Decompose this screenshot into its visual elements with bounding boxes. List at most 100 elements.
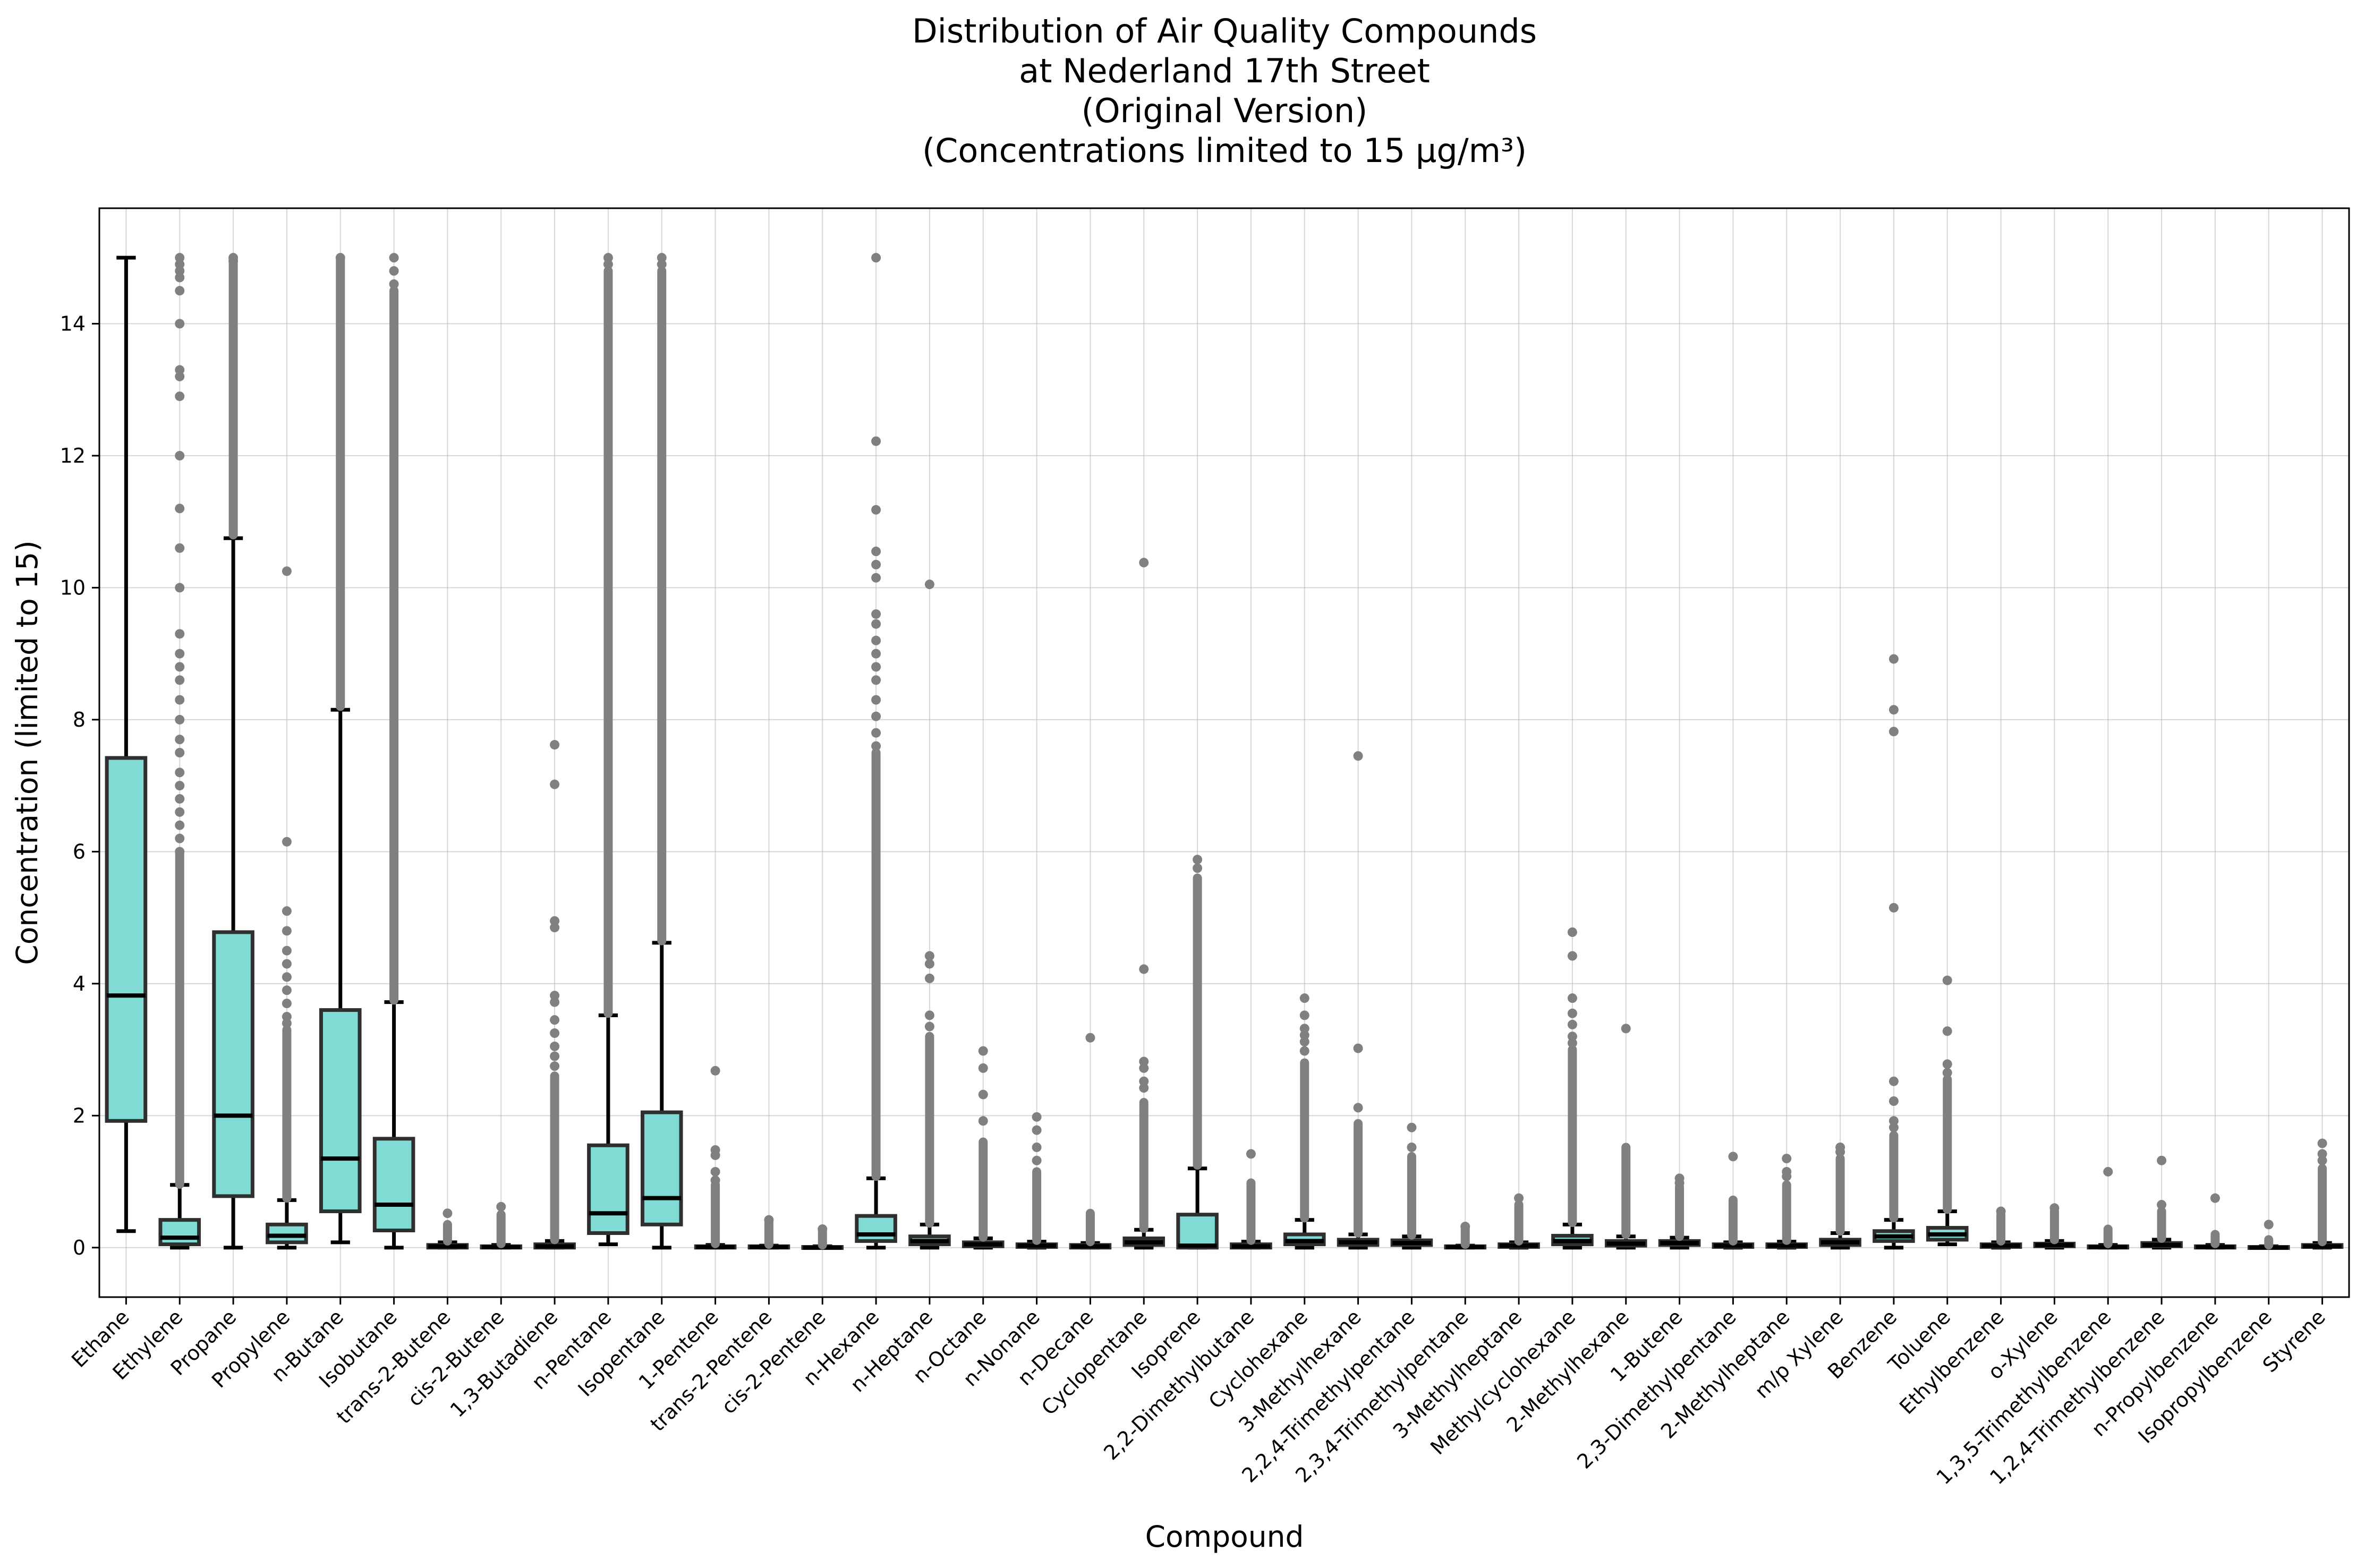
- x-axis-label: Compound: [1145, 1520, 1304, 1554]
- flier-point: [550, 991, 560, 1001]
- flier-point: [1460, 1222, 1470, 1232]
- flier-point: [871, 547, 881, 557]
- flier-point: [978, 1063, 988, 1073]
- flier-point: [924, 1010, 934, 1020]
- iqr-box: [1176, 1213, 1219, 1250]
- box-group: [1658, 1173, 1701, 1250]
- box-group: [105, 255, 148, 1233]
- box-group: [1765, 1154, 1808, 1250]
- flier-point: [871, 649, 881, 659]
- flier-point: [282, 906, 292, 916]
- flier-point: [1407, 1142, 1417, 1152]
- flier-point: [2264, 1220, 2274, 1230]
- flier-point: [175, 675, 185, 685]
- flier-point: [603, 259, 613, 269]
- flier-point: [1888, 1116, 1899, 1126]
- flier-point: [1246, 1149, 1256, 1159]
- flier-point: [1888, 1096, 1899, 1106]
- box-group: [1390, 1122, 1433, 1250]
- flier-point: [175, 649, 185, 659]
- flier-point: [871, 728, 881, 738]
- flier-point: [603, 253, 613, 263]
- box-group: [1712, 1152, 1755, 1250]
- box-group: [1176, 855, 1219, 1250]
- flier-point: [1782, 1171, 1792, 1181]
- flier-point: [175, 695, 185, 705]
- flier-point: [2317, 1138, 2327, 1148]
- flier-point: [924, 580, 934, 590]
- iqr-box: [266, 1222, 308, 1245]
- flier-point: [818, 1224, 828, 1234]
- y-tick-label: 12: [60, 444, 86, 467]
- flier-point: [282, 959, 292, 969]
- flier-point: [175, 768, 185, 778]
- flier-point: [1139, 558, 1149, 568]
- flier-point: [175, 735, 185, 745]
- flier-point: [443, 1208, 453, 1218]
- y-axis-label: Concentration (limited to 15): [10, 540, 44, 965]
- title-line-1: Distribution of Air Quality Compounds: [912, 12, 1537, 50]
- box-group: [587, 253, 629, 1247]
- flier-point: [657, 253, 667, 263]
- flier-point: [1674, 1178, 1685, 1188]
- chart-title: Distribution of Air Quality Compounds at…: [912, 12, 1537, 170]
- flier-point: [282, 926, 292, 936]
- flier-point: [710, 1175, 720, 1186]
- box-group: [158, 253, 201, 1250]
- flier-point: [175, 807, 185, 817]
- flier-point: [1942, 1059, 1952, 1069]
- axes-frame: [98, 207, 2350, 1298]
- box-group: [1604, 1024, 1647, 1250]
- flier-point: [175, 748, 185, 757]
- flier-point: [550, 1061, 560, 1071]
- flier-point: [871, 662, 881, 672]
- flier-point: [1353, 1043, 1363, 1053]
- box-group: [1444, 1222, 1487, 1250]
- flier-point: [389, 266, 399, 276]
- flier-point: [1193, 863, 1203, 873]
- flier-point: [1567, 1038, 1577, 1048]
- box-group: [426, 1208, 469, 1250]
- flier-point: [2157, 1155, 2167, 1165]
- box-group: [1551, 927, 1594, 1250]
- x-axis: EthaneEthylenePropanePropylenen-ButaneIs…: [67, 1297, 2330, 1489]
- flier-point: [389, 253, 399, 263]
- title-line-2: at Nederland 17th Street: [1019, 52, 1430, 90]
- flier-point: [175, 714, 185, 725]
- flier-point: [1514, 1193, 1524, 1203]
- flier-point: [1835, 1147, 1845, 1157]
- flier-point: [1032, 1155, 1042, 1165]
- flier-point: [871, 253, 881, 263]
- box-group: [1979, 1206, 2022, 1250]
- flier-point: [1139, 1063, 1149, 1073]
- grid-lines: [99, 208, 2349, 1297]
- box-group: [1283, 993, 1326, 1250]
- y-tick-label: 14: [60, 312, 86, 335]
- flier-point: [1032, 1142, 1042, 1152]
- flier-point: [871, 619, 881, 629]
- y-tick-label: 8: [73, 708, 86, 731]
- title-line-4: (Concentrations limited to 15 µg/m³): [922, 131, 1527, 170]
- flier-point: [1782, 1154, 1792, 1164]
- flier-point: [1888, 727, 1899, 737]
- flier-point: [282, 972, 292, 982]
- flier-point: [550, 740, 560, 750]
- flier-point: [282, 945, 292, 956]
- flier-point: [175, 543, 185, 553]
- flier-point: [871, 505, 881, 515]
- flier-point: [175, 259, 185, 269]
- box-group: [694, 1066, 737, 1250]
- flier-point: [871, 436, 881, 446]
- flier-point: [2157, 1200, 2167, 1210]
- box-group: [1873, 654, 1915, 1250]
- flier-point: [871, 635, 881, 645]
- flier-point: [228, 256, 239, 266]
- box-group: [2140, 1155, 2183, 1250]
- flier-point: [1888, 654, 1899, 664]
- box-group: [640, 253, 683, 1250]
- iqr-box: [212, 930, 254, 1198]
- box-group: [1337, 751, 1380, 1250]
- flier-point: [871, 675, 881, 685]
- box-group: [2087, 1166, 2130, 1250]
